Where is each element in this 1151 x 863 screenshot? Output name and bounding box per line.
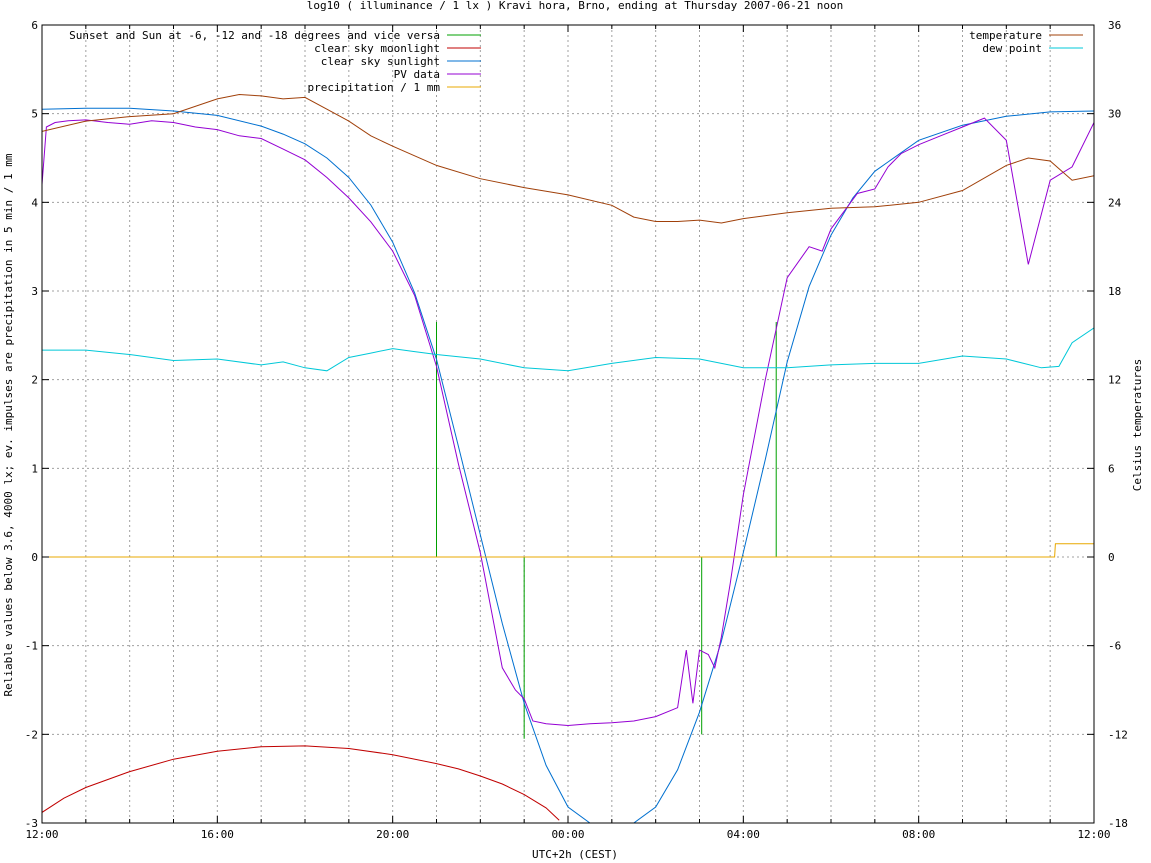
y2-tick-label: 18 [1108, 285, 1121, 298]
x-axis-label: UTC+2h (CEST) [532, 848, 618, 861]
x-tick-label: 00:00 [551, 828, 584, 841]
legend-entry: Sunset and Sun at -6, -12 and -18 degree… [69, 29, 440, 42]
legend-entry: dew point [982, 42, 1042, 55]
series-line [42, 543, 1094, 558]
y2-tick-label: 0 [1108, 551, 1115, 564]
legend-entry: PV data [394, 68, 440, 81]
y-tick-label: -2 [25, 728, 38, 741]
series-sun [42, 107, 1094, 823]
legend-entry: precipitation / 1 mm [308, 81, 441, 94]
series-line [42, 327, 1094, 372]
series-line [42, 745, 560, 821]
legend-left: Sunset and Sun at -6, -12 and -18 degree… [69, 29, 481, 94]
ticks: 12:00 16:00 20:00 00:00 04:00 08:00 12:00-3-2-… [25, 19, 1128, 841]
series-layer [42, 93, 1094, 823]
chart-title: log10 ( illuminance / 1 lx ) Kravi hora,… [307, 0, 843, 12]
y-tick-label: -3 [25, 817, 38, 830]
series-line [42, 117, 1094, 727]
x-tick-label: 04:00 [727, 828, 760, 841]
y2-tick-label: -18 [1108, 817, 1128, 830]
y-tick-label: 2 [31, 374, 38, 387]
series-pv [42, 117, 1094, 727]
y2-tick-label: 6 [1108, 462, 1115, 475]
y2-axis-label: Celsius temperatures [1131, 359, 1144, 491]
legend-entry: clear sky sunlight [321, 55, 440, 68]
legend-entry: temperature [969, 29, 1042, 42]
x-tick-label: 12:00 [1077, 828, 1110, 841]
y2-tick-label: -12 [1108, 728, 1128, 741]
y-tick-label: 4 [31, 196, 38, 209]
series-line [42, 93, 1094, 224]
y-tick-label: -1 [25, 640, 38, 653]
y-axis-label: Reliable values below 3.6, 4000 lx; ev. … [2, 153, 15, 696]
y-tick-label: 3 [31, 285, 38, 298]
y-tick-label: 6 [31, 19, 38, 32]
y-tick-label: 0 [31, 551, 38, 564]
series-dewpoint [42, 327, 1094, 372]
series-line [42, 107, 1094, 823]
series-temperature [42, 93, 1094, 224]
y2-tick-label: 36 [1108, 19, 1121, 32]
y2-tick-label: 24 [1108, 196, 1122, 209]
y2-tick-label: -6 [1108, 640, 1121, 653]
y2-tick-label: 12 [1108, 374, 1121, 387]
x-tick-label: 20:00 [376, 828, 409, 841]
legend-entry: clear sky moonlight [314, 42, 440, 55]
y2-tick-label: 30 [1108, 108, 1121, 121]
y-tick-label: 5 [31, 108, 38, 121]
x-tick-label: 08:00 [902, 828, 935, 841]
series-precip [42, 543, 1094, 558]
x-tick-label: 12:00 [25, 828, 58, 841]
y-tick-label: 1 [31, 462, 38, 475]
x-tick-label: 16:00 [201, 828, 234, 841]
series-moon [42, 745, 560, 821]
